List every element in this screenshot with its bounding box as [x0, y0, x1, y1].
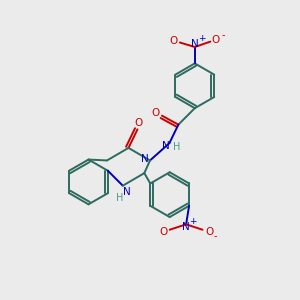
Text: H: H	[173, 142, 181, 152]
Text: O: O	[212, 35, 220, 45]
Text: +: +	[198, 34, 205, 43]
Text: N: N	[191, 39, 199, 49]
Text: N: N	[182, 222, 190, 232]
Text: O: O	[170, 36, 178, 46]
Text: O: O	[159, 227, 167, 237]
Text: O: O	[205, 227, 213, 237]
Text: +: +	[189, 218, 196, 226]
Text: O: O	[135, 118, 143, 128]
Text: N: N	[141, 154, 148, 164]
Text: N: N	[162, 140, 170, 151]
Text: O: O	[151, 108, 160, 118]
Text: H: H	[116, 193, 124, 203]
Text: N: N	[122, 187, 130, 197]
Text: -: -	[221, 30, 225, 40]
Text: -: -	[213, 231, 217, 241]
